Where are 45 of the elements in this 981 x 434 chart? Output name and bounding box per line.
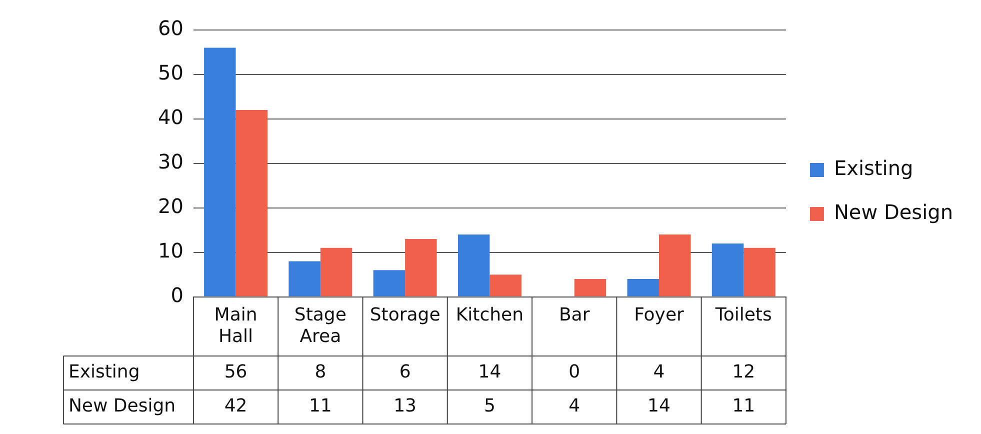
data-label: 14 bbox=[478, 362, 502, 383]
bar bbox=[204, 48, 236, 296]
data-label: 5 bbox=[484, 396, 496, 417]
text: New Design bbox=[68, 396, 176, 417]
x-tick-label: Bar bbox=[558, 304, 590, 326]
bar bbox=[712, 243, 744, 296]
y-tick-label: 40 bbox=[158, 105, 184, 130]
data-label: 0 bbox=[568, 362, 580, 383]
text: Existing bbox=[68, 362, 140, 383]
data-label: 11 bbox=[308, 396, 332, 417]
bar bbox=[288, 261, 320, 296]
data-label: 42 bbox=[224, 396, 248, 417]
data-label: 14 bbox=[648, 396, 670, 417]
data-label: 13 bbox=[394, 396, 417, 417]
bar bbox=[320, 248, 352, 296]
legend-label: Existing bbox=[834, 156, 914, 180]
bar bbox=[627, 279, 659, 296]
bar bbox=[744, 248, 776, 296]
x-tick-label: Stage Area bbox=[294, 304, 346, 347]
bar bbox=[458, 234, 490, 296]
y-tick-label: 0 bbox=[170, 283, 184, 308]
bar bbox=[490, 274, 522, 296]
y-tick-label: 20 bbox=[158, 194, 184, 218]
data-label: 8 bbox=[314, 362, 326, 383]
x-tick-label: Storage bbox=[370, 304, 440, 326]
y-tick-label: 50 bbox=[158, 60, 184, 85]
data-label: 12 bbox=[732, 362, 756, 383]
bar bbox=[574, 279, 606, 296]
y-tick-label: 30 bbox=[158, 150, 184, 174]
data-label: 56 bbox=[224, 362, 248, 383]
x-tick-label: Foyer bbox=[634, 304, 685, 326]
legend-label: New Design bbox=[834, 200, 954, 224]
data-label: 11 bbox=[732, 396, 756, 417]
x-tick-label: Main Hall bbox=[214, 304, 258, 347]
data-label: 4 bbox=[653, 362, 665, 383]
bar bbox=[659, 234, 691, 296]
data-label: 6 bbox=[399, 362, 411, 383]
bar bbox=[405, 238, 437, 296]
x-tick-label: Kitchen bbox=[456, 304, 524, 326]
x-tick-label: Toilets bbox=[714, 304, 772, 326]
data-label: 4 bbox=[568, 396, 580, 417]
y-tick-label: 60 bbox=[158, 16, 184, 40]
bar bbox=[373, 270, 406, 296]
y-tick-label: 10 bbox=[158, 238, 184, 263]
bar bbox=[236, 110, 268, 296]
